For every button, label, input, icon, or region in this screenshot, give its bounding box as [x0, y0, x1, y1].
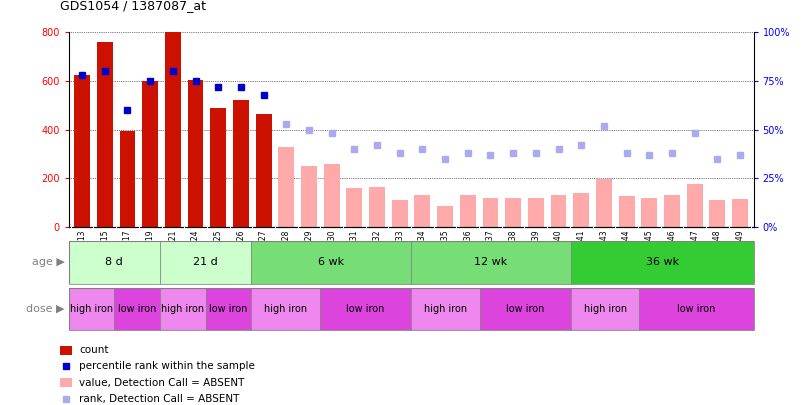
Bar: [369, 187, 385, 227]
Bar: [709, 200, 725, 227]
Bar: [320, 288, 411, 330]
Bar: [596, 179, 612, 227]
Bar: [142, 81, 158, 227]
Text: GSM33537: GSM33537: [486, 230, 495, 271]
Bar: [411, 288, 480, 330]
Text: high iron: high iron: [584, 304, 627, 314]
Text: GSM33540: GSM33540: [554, 230, 563, 271]
Bar: [69, 288, 114, 330]
Bar: [573, 193, 589, 227]
Text: GSM33513: GSM33513: [77, 230, 86, 271]
Bar: [97, 42, 113, 227]
Text: GSM33529: GSM33529: [305, 230, 314, 271]
Text: GSM33526: GSM33526: [236, 230, 245, 271]
Text: rank, Detection Call = ABSENT: rank, Detection Call = ABSENT: [79, 394, 239, 404]
Text: age ▶: age ▶: [31, 257, 64, 267]
Bar: [206, 288, 251, 330]
Bar: [571, 241, 754, 284]
Text: 8 d: 8 d: [106, 257, 123, 267]
Text: low iron: low iron: [506, 304, 544, 314]
Bar: [732, 199, 748, 227]
Bar: [347, 188, 362, 227]
Bar: [505, 198, 521, 227]
Text: GSM33524: GSM33524: [191, 230, 200, 271]
Bar: [210, 108, 226, 227]
Text: GSM33548: GSM33548: [713, 230, 722, 271]
Bar: [160, 241, 251, 284]
Bar: [324, 164, 339, 227]
Bar: [278, 147, 294, 227]
Bar: [414, 195, 430, 227]
Text: GSM33539: GSM33539: [531, 230, 540, 271]
Text: GSM33530: GSM33530: [327, 230, 336, 271]
Text: GSM33534: GSM33534: [418, 230, 427, 271]
Text: low iron: low iron: [347, 304, 384, 314]
Text: high iron: high iron: [161, 304, 204, 314]
Text: GSM33545: GSM33545: [645, 230, 654, 271]
Text: GSM33533: GSM33533: [395, 230, 405, 271]
Text: GDS1054 / 1387087_at: GDS1054 / 1387087_at: [60, 0, 206, 12]
Text: GSM33543: GSM33543: [600, 230, 609, 271]
Bar: [165, 32, 181, 227]
Text: high iron: high iron: [70, 304, 113, 314]
Bar: [619, 196, 634, 227]
Bar: [480, 288, 571, 330]
Bar: [571, 288, 639, 330]
Bar: [69, 241, 160, 284]
Bar: [392, 200, 408, 227]
Bar: [301, 166, 317, 227]
Text: low iron: low iron: [677, 304, 716, 314]
Bar: [664, 195, 680, 227]
Bar: [60, 378, 73, 387]
Text: GSM33527: GSM33527: [259, 230, 268, 271]
Text: GSM33519: GSM33519: [146, 230, 155, 271]
Bar: [233, 100, 249, 227]
Text: GSM33531: GSM33531: [350, 230, 359, 271]
Text: GSM33536: GSM33536: [463, 230, 472, 271]
Text: GSM33517: GSM33517: [123, 230, 132, 271]
Text: value, Detection Call = ABSENT: value, Detection Call = ABSENT: [79, 377, 245, 388]
Bar: [639, 288, 754, 330]
Text: count: count: [79, 345, 109, 355]
Bar: [119, 131, 135, 227]
Bar: [642, 198, 657, 227]
Text: GSM33547: GSM33547: [690, 230, 699, 271]
Text: GSM33532: GSM33532: [372, 230, 381, 271]
Bar: [160, 288, 206, 330]
Bar: [60, 346, 73, 355]
Bar: [460, 195, 476, 227]
Text: GSM33549: GSM33549: [736, 230, 745, 271]
Bar: [411, 241, 571, 284]
Bar: [550, 195, 567, 227]
Bar: [687, 184, 703, 227]
Text: GSM33541: GSM33541: [577, 230, 586, 271]
Bar: [74, 75, 90, 227]
Text: GSM33535: GSM33535: [441, 230, 450, 271]
Text: 21 d: 21 d: [193, 257, 218, 267]
Bar: [251, 241, 411, 284]
Bar: [251, 288, 320, 330]
Text: high iron: high iron: [424, 304, 467, 314]
Bar: [483, 198, 498, 227]
Text: dose ▶: dose ▶: [26, 304, 64, 314]
Bar: [188, 80, 203, 227]
Text: high iron: high iron: [264, 304, 307, 314]
Text: percentile rank within the sample: percentile rank within the sample: [79, 361, 256, 371]
Bar: [114, 288, 160, 330]
Text: GSM33525: GSM33525: [214, 230, 222, 271]
Text: 12 wk: 12 wk: [475, 257, 508, 267]
Bar: [528, 198, 544, 227]
Text: low iron: low iron: [210, 304, 247, 314]
Text: GSM33521: GSM33521: [168, 230, 177, 271]
Text: GSM33538: GSM33538: [509, 230, 517, 271]
Text: GSM33528: GSM33528: [282, 230, 291, 271]
Text: low iron: low iron: [118, 304, 156, 314]
Text: GSM33544: GSM33544: [622, 230, 631, 271]
Text: 6 wk: 6 wk: [318, 257, 344, 267]
Text: GSM33546: GSM33546: [667, 230, 676, 271]
Bar: [256, 114, 272, 227]
Text: 36 wk: 36 wk: [646, 257, 679, 267]
Bar: [437, 206, 453, 227]
Text: GSM33515: GSM33515: [100, 230, 110, 271]
